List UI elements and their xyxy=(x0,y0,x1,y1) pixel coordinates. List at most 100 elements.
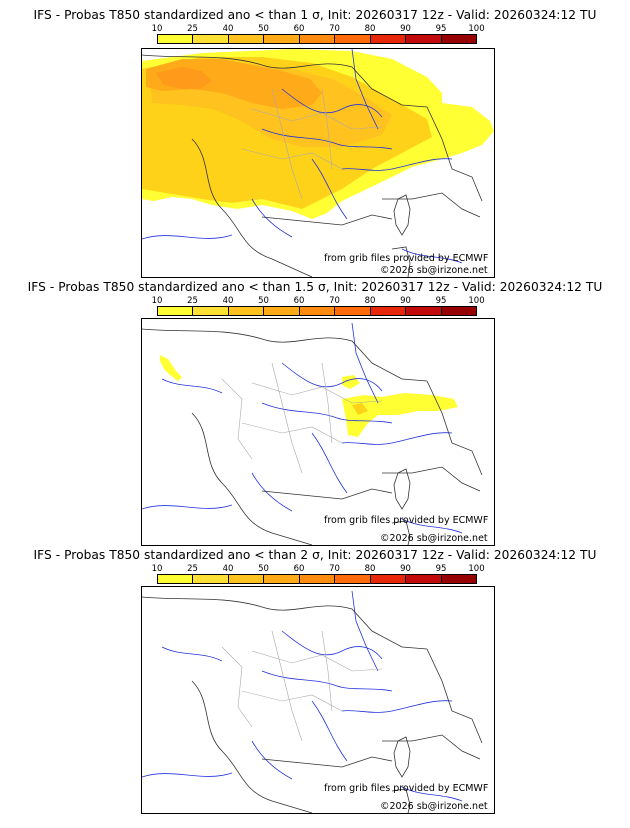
source-credit: from grib files provided by ECMWF xyxy=(324,783,489,794)
colorbar-tick: 70 xyxy=(329,296,340,306)
colorbar-tick: 50 xyxy=(258,564,269,574)
rivers xyxy=(142,322,463,534)
colorbar-tick: 25 xyxy=(187,24,198,34)
sardinia-outline xyxy=(391,788,411,813)
source-credit: from grib files provided by ECMWF xyxy=(324,515,489,526)
colorbar-swatch xyxy=(299,307,336,315)
colorbar-swatches xyxy=(157,574,477,584)
colorbar-swatch xyxy=(370,307,407,315)
colorbar-swatch xyxy=(158,35,194,43)
colorbar-swatch xyxy=(335,35,371,43)
admin-borders xyxy=(241,88,383,200)
panel-title: IFS - Probas T850 standardized ano < tha… xyxy=(33,548,597,562)
colorbar-tick: 25 xyxy=(187,564,198,574)
forecast-panel-3: IFS - Probas T850 standardized ano < tha… xyxy=(0,548,630,818)
colorbar-swatch xyxy=(193,575,229,583)
colorbar-tick: 60 xyxy=(293,564,305,574)
colorbar-swatch xyxy=(335,307,371,315)
colorbar-swatch xyxy=(406,307,442,315)
corsica-outline xyxy=(393,736,411,778)
colorbar-tick: 80 xyxy=(364,564,376,574)
colorbar-tick: 40 xyxy=(222,24,234,34)
colorbar-tick: 70 xyxy=(329,24,340,34)
colorbar-tick: 95 xyxy=(435,296,447,306)
colorbar-swatch xyxy=(370,35,407,43)
colorbar-swatch xyxy=(441,35,476,43)
colorbar-tick: 100 xyxy=(468,296,485,306)
forecast-panel-2: IFS - Probas T850 standardized ano < tha… xyxy=(0,280,630,550)
colorbar-tick: 90 xyxy=(400,24,411,34)
colorbar-tick: 40 xyxy=(222,296,234,306)
copyright-text: ©2026 sb@irizone.net xyxy=(380,265,488,276)
colorbar-swatch xyxy=(299,575,336,583)
prob-area-10 xyxy=(160,355,182,381)
colorbar-tick: 10 xyxy=(151,564,163,574)
colorbar-tick: 40 xyxy=(222,564,234,574)
colorbar-tick: 60 xyxy=(293,24,305,34)
colorbar-tick: 95 xyxy=(435,564,447,574)
colorbar-tick: 80 xyxy=(364,24,376,34)
copyright-text: ©2026 sb@irizone.net xyxy=(380,801,488,812)
colorbar-tick: 100 xyxy=(468,564,485,574)
corsica-outline xyxy=(393,468,411,510)
probability-colorbar: 10 25 40 50 60 70 80 90 95 100 xyxy=(152,296,485,316)
colorbar-tick: 70 xyxy=(329,564,340,574)
colorbar-swatch xyxy=(193,35,229,43)
colorbar-swatch xyxy=(441,307,476,315)
colorbar-swatch xyxy=(406,575,442,583)
colorbar-tick: 95 xyxy=(435,24,447,34)
prob-area-10 xyxy=(342,393,458,437)
colorbar-swatches xyxy=(157,306,477,316)
panel-title: IFS - Probas T850 standardized ano < tha… xyxy=(33,8,597,22)
colorbar-tick: 100 xyxy=(468,24,485,34)
country-borders xyxy=(142,596,483,813)
copyright-text: ©2026 sb@irizone.net xyxy=(380,533,488,544)
map-canvas xyxy=(142,590,483,813)
rivers xyxy=(142,590,463,802)
colorbar-swatch xyxy=(370,575,407,583)
colorbar-tick: 10 xyxy=(151,296,163,306)
colorbar-swatch xyxy=(264,35,300,43)
prob-area-60 xyxy=(156,67,212,89)
colorbar-tick: 50 xyxy=(258,24,269,34)
probability-map: from grib files provided by ECMWF ©2026 … xyxy=(141,586,495,814)
admin-borders xyxy=(221,630,383,742)
probability-map: from grib files provided by ECMWF ©2026 … xyxy=(141,318,495,546)
colorbar-tick: 25 xyxy=(187,296,198,306)
panel-title: IFS - Probas T850 standardized ano < tha… xyxy=(27,280,603,294)
probability-colorbar: 10 25 40 50 60 70 80 90 95 100 xyxy=(152,564,485,584)
colorbar-swatch xyxy=(406,35,442,43)
colorbar-swatch xyxy=(441,575,476,583)
prob-area-25 xyxy=(352,403,368,415)
admin-borders xyxy=(221,362,383,474)
colorbar-ticks: 10 25 40 50 60 70 80 90 95 100 xyxy=(152,296,485,306)
colorbar-tick: 80 xyxy=(364,296,376,306)
map-canvas xyxy=(142,49,494,277)
probability-map: from grib files provided by ECMWF ©2026 … xyxy=(141,48,495,278)
country-borders xyxy=(142,54,483,277)
colorbar-swatch xyxy=(299,35,336,43)
colorbar-swatches xyxy=(157,34,477,44)
sardinia-outline xyxy=(391,520,411,545)
colorbar-swatch xyxy=(228,307,265,315)
corsica-outline xyxy=(393,194,411,236)
colorbar-swatch xyxy=(264,575,300,583)
forecast-panel-1: IFS - Probas T850 standardized ano < tha… xyxy=(0,8,630,278)
colorbar-swatch xyxy=(158,575,194,583)
colorbar-swatch xyxy=(264,307,300,315)
colorbar-tick: 50 xyxy=(258,296,269,306)
colorbar-tick: 10 xyxy=(151,24,163,34)
colorbar-ticks: 10 25 40 50 60 70 80 90 95 100 xyxy=(152,564,485,574)
colorbar-tick: 90 xyxy=(400,564,411,574)
rivers xyxy=(142,49,463,264)
country-borders xyxy=(142,328,483,545)
colorbar-swatch xyxy=(228,575,265,583)
colorbar-swatch xyxy=(193,307,229,315)
colorbar-tick: 90 xyxy=(400,296,411,306)
colorbar-tick: 60 xyxy=(293,296,305,306)
colorbar-swatch xyxy=(158,307,194,315)
sardinia-outline xyxy=(391,246,411,277)
map-canvas xyxy=(142,322,483,545)
colorbar-swatch xyxy=(228,35,265,43)
colorbar-swatch xyxy=(335,575,371,583)
